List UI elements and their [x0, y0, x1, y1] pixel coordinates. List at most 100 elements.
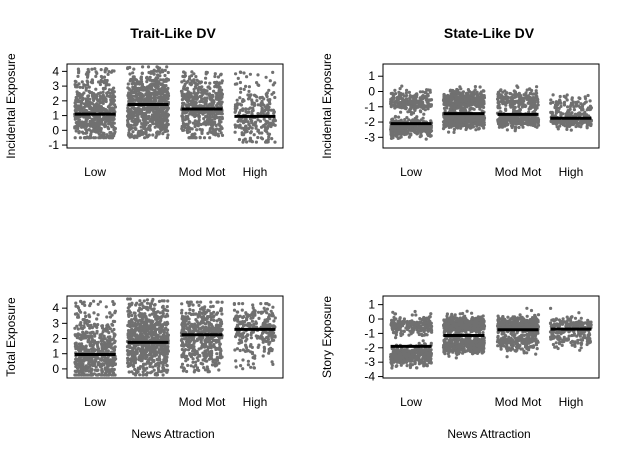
data-point	[183, 74, 187, 78]
data-point	[586, 93, 590, 98]
data-point	[419, 102, 423, 106]
data-point	[449, 116, 453, 120]
y-tick-label: 4	[52, 64, 59, 78]
data-point	[262, 117, 266, 121]
data-point	[259, 103, 263, 108]
data-point	[408, 133, 412, 137]
data-point	[76, 306, 81, 310]
data-point	[79, 299, 83, 303]
data-point	[76, 104, 80, 108]
data-point	[164, 116, 168, 120]
data-point	[128, 97, 132, 101]
data-point	[165, 65, 169, 69]
data-point	[208, 115, 212, 119]
data-point	[149, 93, 153, 97]
data-point	[465, 126, 469, 130]
data-point	[419, 134, 423, 138]
data-point	[103, 341, 107, 345]
data-point	[551, 93, 555, 97]
data-point	[83, 83, 87, 87]
data-point	[87, 334, 91, 338]
data-point	[140, 71, 144, 75]
data-point	[153, 125, 157, 129]
x-tick-label: Mod Mot	[495, 165, 542, 179]
data-point	[79, 323, 83, 327]
data-point	[218, 115, 222, 119]
data-point	[208, 102, 212, 106]
data-point	[408, 110, 412, 114]
data-point	[272, 111, 276, 115]
data-point	[95, 123, 99, 127]
data-point	[235, 82, 239, 86]
data-point	[78, 333, 82, 337]
data-point	[105, 78, 109, 83]
data-point	[149, 86, 153, 90]
data-point	[87, 85, 91, 89]
data-point	[165, 129, 170, 133]
data-point	[185, 104, 189, 108]
x-tick-label: Mod Mot	[179, 165, 226, 179]
data-point	[165, 92, 169, 96]
data-point	[399, 135, 403, 139]
data-point	[584, 100, 588, 104]
data-point	[242, 138, 246, 142]
data-point	[89, 132, 93, 136]
data-point	[475, 121, 479, 125]
data-point	[112, 121, 116, 125]
data-point	[528, 117, 532, 121]
data-point	[416, 105, 420, 109]
data-point	[151, 133, 155, 137]
data-point	[156, 96, 160, 100]
data-point	[131, 97, 135, 101]
data-point	[103, 78, 107, 82]
data-point	[144, 87, 148, 91]
data-point	[235, 98, 239, 102]
data-point	[260, 106, 264, 110]
data-point	[255, 81, 259, 85]
data-point	[234, 72, 238, 76]
data-point	[215, 81, 219, 85]
data-point	[141, 65, 145, 69]
data-point	[553, 106, 557, 110]
data-point	[181, 119, 185, 123]
data-point	[162, 95, 166, 99]
data-point	[414, 100, 418, 104]
data-point	[214, 95, 218, 100]
data-point	[78, 362, 82, 366]
data-point	[75, 312, 79, 316]
points	[389, 84, 594, 141]
data-point	[262, 123, 266, 128]
data-point	[202, 117, 206, 121]
data-point	[217, 90, 221, 95]
data-point	[420, 95, 424, 99]
data-point	[260, 95, 264, 99]
data-point	[101, 101, 105, 105]
data-point	[111, 92, 115, 96]
data-point	[416, 131, 420, 135]
data-point	[97, 136, 101, 140]
data-point	[258, 131, 262, 135]
data-point	[103, 68, 107, 72]
data-point	[264, 92, 268, 96]
data-point	[126, 106, 130, 110]
data-point	[187, 130, 192, 134]
data-point	[181, 111, 185, 115]
data-point	[213, 131, 218, 135]
data-point	[182, 92, 186, 96]
data-point	[82, 121, 86, 125]
data-point	[558, 94, 562, 99]
data-point	[94, 74, 98, 78]
data-point	[163, 68, 167, 72]
data-point	[220, 133, 225, 137]
data-point	[442, 95, 446, 99]
data-point	[203, 110, 207, 114]
data-point	[250, 98, 254, 102]
data-point	[527, 123, 531, 127]
data-point	[81, 85, 85, 90]
data-point	[77, 121, 81, 125]
data-point	[192, 87, 196, 91]
data-point	[462, 99, 467, 103]
data-point	[496, 95, 500, 99]
data-point	[181, 121, 185, 125]
data-point	[92, 299, 96, 303]
